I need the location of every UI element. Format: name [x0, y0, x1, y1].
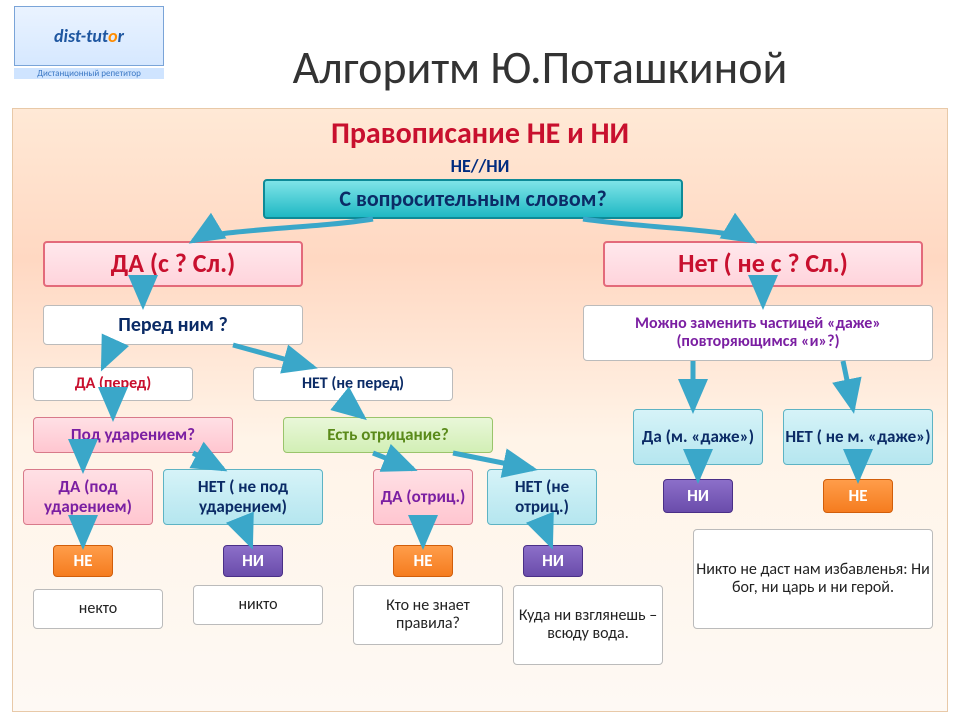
net-even: НЕТ ( не м. «даже»)	[783, 409, 933, 465]
da-neg: ДА (отриц.)	[373, 469, 473, 525]
net-neg: НЕТ (не отриц.)	[487, 469, 597, 525]
ne-badge-1: НЕ	[823, 479, 893, 513]
ne-badge-3: НЕ	[393, 545, 453, 577]
no-branch: Нет ( не с ? Сл.)	[603, 241, 923, 287]
yes-branch: ДА (с ? Сл.)	[43, 241, 303, 287]
example-4: Куда ни взглянешь – всюду вода.	[513, 585, 663, 665]
da-before: ДА (перед)	[33, 367, 193, 401]
ne-badge-2: НЕ	[53, 545, 113, 577]
net-stress: НЕТ ( не под ударением)	[163, 469, 323, 525]
da-even: Да (м. «даже»)	[633, 409, 763, 465]
example-1: некто	[33, 589, 163, 629]
stress-question: Под ударением?	[33, 417, 233, 453]
root-question: С вопросительным словом?	[263, 179, 683, 219]
ne-ni-label: НЕ//НИ	[13, 155, 947, 177]
ni-badge-3: НИ	[523, 545, 583, 577]
page-title: Алгоритм Ю.Поташкиной	[120, 40, 960, 96]
example-3: Кто не знает правила?	[353, 585, 503, 645]
net-before: НЕТ (не перед)	[253, 367, 453, 401]
example-5: Никто не даст нам избавленья: Ни бог, ни…	[693, 529, 933, 629]
replace-question: Можно заменить частицей «даже» (повторяю…	[583, 305, 933, 361]
flowchart: Правописание НЕ и НИ НЕ//НИ С вопросител…	[12, 108, 948, 712]
example-2: никто	[193, 585, 323, 625]
chart-subtitle: Правописание НЕ и НИ	[13, 115, 947, 152]
ni-badge-1: НИ	[663, 479, 733, 513]
neg-question: Есть отрицание?	[283, 417, 493, 453]
da-stress: ДА (под ударением)	[23, 469, 153, 525]
before-question: Перед ним ?	[43, 305, 303, 345]
ni-badge-2: НИ	[223, 545, 283, 577]
